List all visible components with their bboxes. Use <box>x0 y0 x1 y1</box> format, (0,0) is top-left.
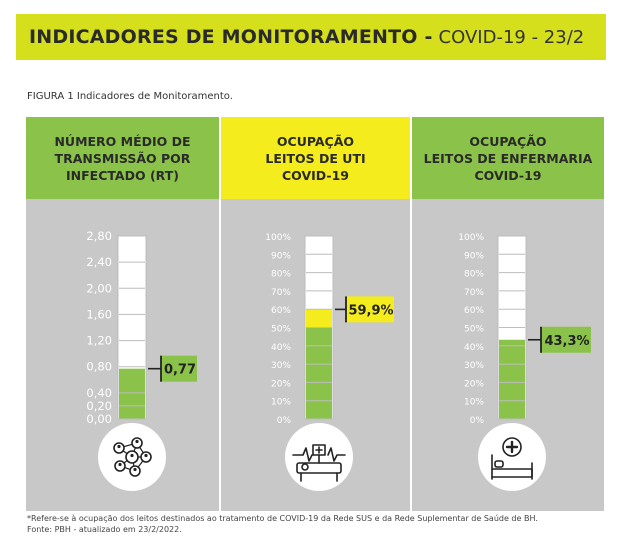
icu-bed-monitor-icon <box>292 444 346 482</box>
tick-label: 20% <box>271 379 291 389</box>
thermometer-fill-top <box>306 309 332 328</box>
footnote-source: Fonte: PBH - atualizado em 23/2/2022. <box>27 525 182 534</box>
tick-label: 2,80 <box>86 229 112 243</box>
tick-label: 2,40 <box>86 255 112 269</box>
person-head <box>118 462 122 467</box>
tick-label: 50% <box>464 325 484 335</box>
tick-label: 1,20 <box>86 334 112 348</box>
thermometer-fill <box>499 339 525 419</box>
person-head <box>117 444 121 449</box>
ward-bed-icon <box>491 437 533 480</box>
thermometer-fill <box>306 327 332 419</box>
tick-label: 1,60 <box>86 307 112 321</box>
tick-label: 70% <box>464 288 484 298</box>
tick-label: 20% <box>464 379 484 389</box>
patient-head <box>301 463 309 471</box>
tick-label: 0,20 <box>86 399 112 413</box>
tick-label: 0% <box>277 416 292 426</box>
bed-body <box>296 462 342 474</box>
thermometer-fill <box>119 368 145 419</box>
tick-label: 10% <box>464 398 484 408</box>
panel-enfermaria: OCUPAÇÃO LEITOS DE ENFERMARIA COVID-19 0… <box>412 117 604 511</box>
heartbeat-right <box>327 447 346 462</box>
panel-uti-header: OCUPAÇÃO LEITOS DE UTI COVID-19 <box>221 117 410 199</box>
person-head <box>133 467 137 472</box>
tick-label: 0,00 <box>86 412 112 426</box>
medical-cross-circle <box>502 437 522 457</box>
rt-thermometer-chart: 0,000,200,40 0,80 1,20 1,60 2,00 2,40 2,80 0,77 <box>86 229 197 491</box>
tick-label: 90% <box>464 251 484 261</box>
panel-rt-header: NÚMERO MÉDIO DE TRANSMISSÃO POR INFECTAD… <box>26 117 219 199</box>
tick-label: 40% <box>464 343 484 353</box>
panel-rt-title: NÚMERO MÉDIO DE TRANSMISSÃO POR INFECTAD… <box>54 133 191 183</box>
tick-label: 100% <box>458 233 484 243</box>
bed-pillow <box>494 460 504 468</box>
tick-label: 90% <box>271 251 291 261</box>
value-label: 0,77 <box>164 363 196 378</box>
panel-uti: OCUPAÇÃO LEITOS DE UTI COVID-19 0% 10% 20%… <box>221 117 410 511</box>
value-callout-box <box>541 326 591 353</box>
panel-enfermaria-title: OCUPAÇÃO LEITOS DE ENFERMARIA COVID-19 <box>423 133 593 183</box>
thermometer-bulb <box>478 423 546 491</box>
tick-label: 60% <box>464 306 484 316</box>
page-banner: INDICADORES DE MONITORAMENTO - COVID-19 … <box>16 14 606 60</box>
tick-label: 0,40 <box>86 386 112 400</box>
tick-label: 100% <box>265 233 291 243</box>
thermometer-outline <box>497 235 527 420</box>
thermometer-outline <box>304 235 334 420</box>
figure-caption: FIGURA 1 Indicadores de Monitoramento. <box>27 91 233 102</box>
panel-uti-title: OCUPAÇÃO LEITOS DE UTI COVID-19 <box>265 133 366 183</box>
tick-label: 50% <box>271 325 291 335</box>
panel-rt: NÚMERO MÉDIO DE TRANSMISSÃO POR INFECTAD… <box>26 117 219 511</box>
people-network-icon <box>113 437 152 477</box>
footnote-refers: *Refere-se à ocupação dos leitos destina… <box>27 514 538 523</box>
tick-label: 10% <box>271 398 291 408</box>
monitor-cross <box>315 446 323 454</box>
tick-label: 80% <box>464 270 484 280</box>
value-callout-box <box>161 355 197 382</box>
value-callout-box <box>346 296 394 323</box>
thermometer-outline <box>117 235 147 420</box>
tick-label: 0,80 <box>86 360 112 374</box>
enfermaria-thermometer-chart: 0% 10% 20% 30% 40% 50% 60% 70% 80% 90% 100% 43,3% <box>458 233 591 491</box>
tick-label: 0% <box>470 416 485 426</box>
tick-label: 60% <box>271 306 291 316</box>
tick-label: 40% <box>271 343 291 353</box>
value-label: 43,3% <box>544 334 589 349</box>
person-head <box>144 453 148 458</box>
banner-subtitle: COVID-19 - 23/2 <box>438 26 585 48</box>
uti-thermometer-chart: 0% 10% 20% 30% 40% 50% 60% 70% 80% 90% 100% 59,9% <box>265 233 394 491</box>
heartbeat-left <box>292 447 313 462</box>
tick-label: 30% <box>464 361 484 371</box>
person-head <box>135 439 139 444</box>
panel-enfermaria-header: OCUPAÇÃO LEITOS DE ENFERMARIA COVID-19 <box>412 117 604 199</box>
banner-title: INDICADORES DE MONITORAMENTO - <box>29 26 433 48</box>
person-head <box>130 453 134 458</box>
tick-label: 70% <box>271 288 291 298</box>
tick-label: 2,00 <box>86 281 112 295</box>
value-label: 59,9% <box>348 303 393 318</box>
tick-label: 80% <box>271 270 291 280</box>
tick-label: 30% <box>271 361 291 371</box>
medical-cross <box>505 440 519 454</box>
